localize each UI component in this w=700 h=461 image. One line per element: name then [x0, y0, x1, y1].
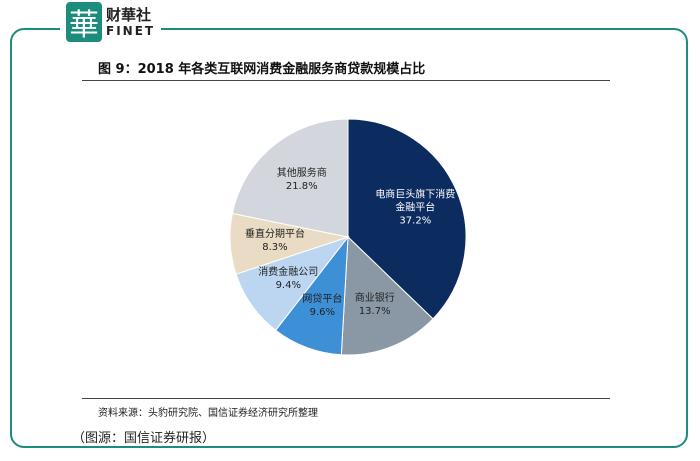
logo-text: 财華社 FINET — [106, 6, 155, 38]
slice-value: 9.4% — [275, 280, 301, 292]
source: 资料来源：头豹研究院、国信证券经济研究所整理 — [98, 408, 318, 419]
frame — [10, 28, 688, 448]
title-rule — [82, 80, 610, 81]
slice-value: 13.7% — [358, 306, 391, 318]
slice-value: 21.8% — [285, 181, 318, 193]
slice-label: 垂直分期平台 8.3% — [230, 228, 320, 254]
slice-name: 电商巨头旗下消费金融平台 — [375, 189, 456, 214]
pie-slice — [340, 235, 434, 356]
logo-en: FINET — [106, 24, 156, 38]
slice-value: 8.3% — [262, 242, 288, 254]
logo-name: 财華社 — [106, 6, 152, 24]
slice-label: 网贷平台 9.6% — [277, 293, 367, 319]
pie-slice — [231, 118, 349, 238]
slice-name: 网贷平台 — [302, 293, 343, 305]
slice-label: 商业银行 13.7% — [330, 292, 420, 318]
pie-slice — [347, 118, 467, 320]
logo: 華 财華社 FINET — [60, 2, 162, 43]
slice-name: 商业银行 — [354, 293, 395, 305]
logo-mark: 華 — [66, 2, 102, 43]
slice-value: 37.2% — [399, 215, 432, 227]
slice-name: 垂直分期平台 — [244, 229, 305, 241]
source-rule — [82, 398, 610, 399]
slice-label: 电商巨头旗下消费金融平台 37.2% — [372, 189, 458, 228]
caption: （图源：国信证券研报） — [72, 431, 216, 446]
chart-title: 图 9：2018 年各类互联网消费金融服务商贷款规模占比 — [98, 62, 426, 77]
slice-name: 消费金融公司 — [258, 267, 319, 279]
slice-name: 其他服务商 — [276, 168, 327, 180]
slice-label: 其他服务商 21.8% — [257, 167, 347, 193]
slice-value: 9.6% — [309, 306, 336, 318]
slice-label: 消费金融公司 9.4% — [243, 266, 333, 292]
